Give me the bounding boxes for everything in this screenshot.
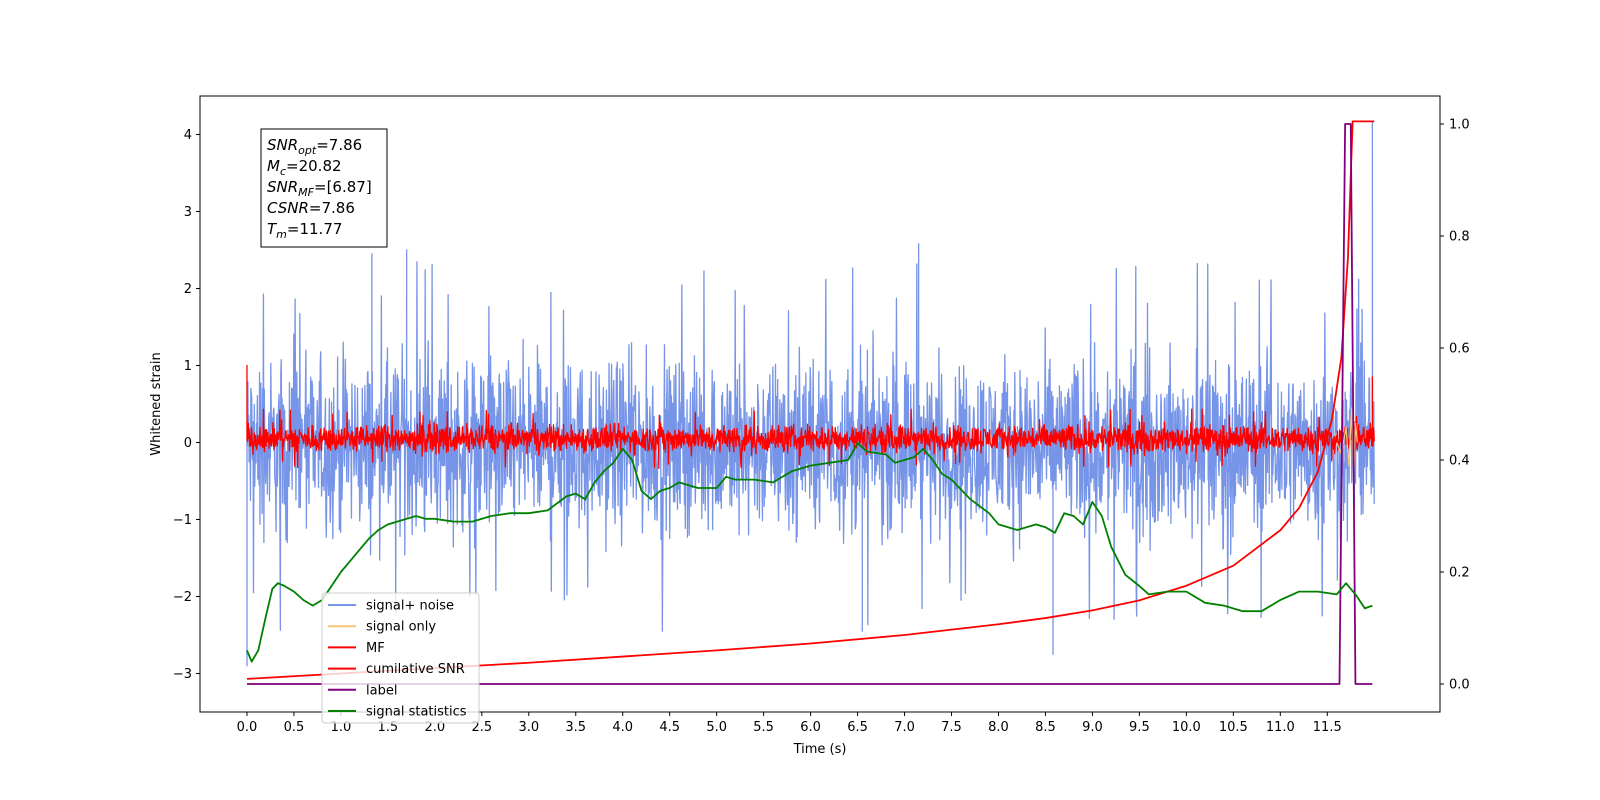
x-tick-label: 8.0 [988,720,1009,735]
legend-label-mf: MF [366,641,385,656]
x-tick-label: 6.5 [847,720,868,735]
y-axis-label: Whitened strain [149,352,164,455]
x-tick-label: 11.5 [1313,720,1342,735]
info-line: SNRopt=7.86 [267,136,362,157]
series-mf [246,364,1375,469]
y-tick-label: 2 [184,282,192,297]
legend-label-signal-statistics: signal statistics [366,705,467,720]
x-tick-label: 2.0 [425,720,446,735]
info-line: SNRMF=[6.87] [267,178,372,199]
x-tick-label: 9.5 [1129,720,1150,735]
x-tick-label: 11.0 [1266,720,1295,735]
info-line: Mc=20.82 [267,157,342,178]
y2-tick-label: 0.4 [1449,454,1470,469]
y-tick-label: −2 [173,590,192,605]
x-tick-label: 1.0 [331,720,352,735]
x-tick-label: 7.0 [894,720,915,735]
y-tick-label: −3 [173,667,192,682]
info-line: Tm=11.77 [267,220,342,241]
info-box: SNRopt=7.86Mc=20.82SNRMF=[6.87]CSNR=7.86… [260,128,388,248]
y-tick-label: −1 [173,513,192,528]
y-tick-label: 1 [184,359,192,374]
info-line: CSNR=7.86 [267,199,355,217]
y2-tick-label: 1.0 [1449,118,1470,133]
x-tick-label: 0.5 [284,720,305,735]
x-tick-label: 6.0 [800,720,821,735]
y-axis-left: −3 −2 −1 0 1 2 3 4 [173,128,200,682]
x-axis-label: Time (s) [793,742,847,757]
plot-frame [199,95,1441,713]
y-tick-label: 4 [184,128,192,143]
x-tick-label: 2.5 [471,720,492,735]
x-axis: 0.0 0.5 1.0 1.5 2.0 2.5 3.0 3.5 4.0 4.5 5.0 5.5 6.0 6… [237,712,1342,735]
series-label [246,123,1373,685]
y2-tick-label: 0.0 [1449,678,1470,693]
x-tick-label: 1.5 [378,720,399,735]
y2-tick-label: 0.6 [1449,342,1470,357]
x-tick-label: 3.0 [518,720,539,735]
series-layer [246,120,1375,685]
series-signal-statistics [246,442,1373,663]
y2-tick-label: 0.2 [1449,566,1470,581]
y-axis-right: 0.0 0.2 0.4 0.6 0.8 1.0 [1440,118,1470,693]
x-tick-label: 0.0 [237,720,258,735]
legend-frame [321,592,480,724]
legend-label-signal-only: signal only [366,620,436,635]
x-tick-label: 3.5 [565,720,586,735]
y-tick-label: 3 [184,205,192,220]
x-tick-label: 4.0 [612,720,633,735]
y2-tick-label: 0.8 [1449,230,1470,245]
legend-label-label: label [366,683,397,698]
legend-label-signal-noise: signal+ noise [366,599,454,614]
legend-label-cumilative-snr: cumilative SNR [366,662,465,677]
x-tick-label: 4.5 [659,720,680,735]
y-tick-label: 0 [184,436,192,451]
info-box-frame [260,128,388,248]
x-tick-label: 9.0 [1082,720,1103,735]
x-tick-label: 8.5 [1035,720,1056,735]
x-tick-label: 10.5 [1219,720,1248,735]
x-tick-label: 5.0 [706,720,727,735]
x-tick-label: 10.0 [1172,720,1201,735]
x-tick-label: 5.5 [753,720,774,735]
x-tick-label: 7.5 [941,720,962,735]
legend: signal+ noise signal only MF cumilative SNR… [321,592,480,724]
